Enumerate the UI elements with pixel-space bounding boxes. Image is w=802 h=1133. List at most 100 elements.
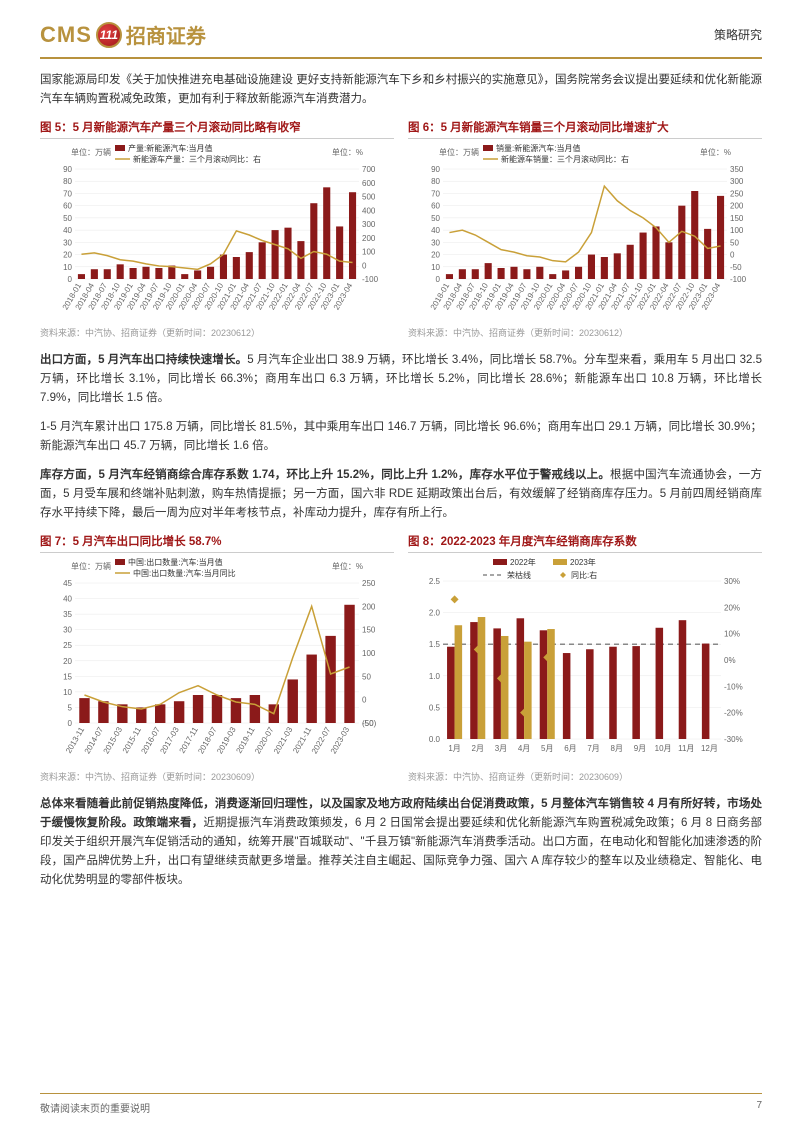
svg-text:-20%: -20% [724, 708, 743, 717]
chart8-box: 图 8：2022-2023 年月度汽车经销商库存系数 0.0 0.5 1.0 1.5 2… [408, 533, 762, 791]
header-category: 策略研究 [714, 26, 762, 43]
svg-text:2.0: 2.0 [429, 608, 441, 617]
svg-text:0: 0 [362, 261, 367, 270]
svg-text:单位：%: 单位：% [332, 561, 363, 571]
page-footer: 敬请阅读末页的重要说明 7 [40, 1093, 762, 1115]
svg-text:-100: -100 [362, 275, 379, 284]
svg-text:同比:右: 同比:右 [571, 570, 597, 580]
svg-text:250: 250 [362, 579, 376, 588]
svg-text:30: 30 [63, 625, 72, 634]
svg-text:7月: 7月 [587, 744, 599, 753]
chart7-box: 图 7：5 月汽车出口同比增长 58.7% 051015202530354045… [40, 533, 394, 791]
svg-text:40: 40 [63, 226, 72, 235]
chart7-source: 资料来源：中汽协、招商证券（更新时间：20230609） [40, 770, 394, 783]
svg-text:150: 150 [730, 214, 744, 223]
svg-text:10: 10 [63, 263, 72, 272]
svg-text:单位：%: 单位：% [700, 147, 731, 157]
svg-text:10%: 10% [724, 629, 740, 638]
chart6-box: 图 6：5 月新能源汽车销量三个月滚动同比增速扩大 01020304050607… [408, 119, 762, 347]
logo-cn-text: 招商证券 [126, 20, 206, 49]
svg-text:新能源车销量：三个月滚动同比：右: 新能源车销量：三个月滚动同比：右 [501, 154, 629, 164]
svg-text:-30%: -30% [724, 735, 743, 744]
svg-text:产量:新能源汽车:当月值: 产量:新能源汽车:当月值 [128, 143, 212, 153]
svg-text:中国:出口数量:汽车:当月同比: 中国:出口数量:汽车:当月同比 [133, 568, 236, 578]
svg-text:20: 20 [431, 250, 440, 259]
svg-text:40: 40 [431, 226, 440, 235]
svg-text:50: 50 [63, 214, 72, 223]
chart7-title: 图 7：5 月汽车出口同比增长 58.7% [40, 533, 394, 553]
svg-text:50: 50 [730, 238, 739, 247]
svg-text:2.5: 2.5 [429, 577, 441, 586]
svg-text:-50: -50 [730, 263, 742, 272]
svg-text:350: 350 [730, 165, 744, 174]
chart5-title: 图 5：5 月新能源汽车产量三个月滚动同比略有收窄 [40, 119, 394, 139]
svg-text:25: 25 [63, 641, 72, 650]
svg-text:0: 0 [68, 719, 73, 728]
svg-text:30%: 30% [724, 577, 740, 586]
svg-text:35: 35 [63, 610, 72, 619]
svg-text:600: 600 [362, 179, 376, 188]
svg-text:单位：万辆: 单位：万辆 [439, 147, 479, 157]
svg-text:销量:新能源汽车:当月值: 销量:新能源汽车:当月值 [496, 143, 580, 153]
chart6-title: 图 6：5 月新能源汽车销量三个月滚动同比增速扩大 [408, 119, 762, 139]
svg-text:300: 300 [730, 177, 744, 186]
chart8-title: 图 8：2022-2023 年月度汽车经销商库存系数 [408, 533, 762, 553]
svg-text:5: 5 [68, 703, 73, 712]
svg-text:50: 50 [431, 214, 440, 223]
svg-text:单位：万辆: 单位：万辆 [71, 147, 111, 157]
svg-text:30: 30 [63, 238, 72, 247]
svg-text:1月: 1月 [448, 744, 460, 753]
svg-text:60: 60 [431, 202, 440, 211]
paragraph-summary: 总体来看随着此前促销热度降低，消费逐渐回归理性，以及国家及地方政府陆续出台促消费… [40, 795, 762, 890]
svg-text:20: 20 [63, 656, 72, 665]
svg-text:40: 40 [63, 594, 72, 603]
svg-text:70: 70 [431, 189, 440, 198]
svg-text:(50): (50) [362, 719, 377, 728]
svg-text:1.5: 1.5 [429, 640, 441, 649]
svg-text:500: 500 [362, 192, 376, 201]
svg-text:11月: 11月 [678, 744, 694, 753]
chart5-box: 图 5：5 月新能源汽车产量三个月滚动同比略有收窄 01020304050607… [40, 119, 394, 347]
logo-cms-text: CMS [40, 22, 92, 48]
svg-text:单位：万辆: 单位：万辆 [71, 561, 111, 571]
svg-text:0.5: 0.5 [429, 703, 441, 712]
svg-text:2023年: 2023年 [570, 557, 596, 567]
para4-bold: 库存方面，5 月汽车经销商综合库存系数 1.74，环比上升 15.2%，同比上升… [40, 469, 610, 481]
svg-text:200: 200 [730, 202, 744, 211]
svg-text:0: 0 [68, 275, 73, 284]
svg-text:90: 90 [431, 165, 440, 174]
svg-text:10: 10 [431, 263, 440, 272]
svg-text:45: 45 [63, 579, 72, 588]
svg-text:5月: 5月 [541, 744, 553, 753]
svg-text:100: 100 [362, 247, 376, 256]
svg-text:80: 80 [63, 177, 72, 186]
svg-text:-10%: -10% [724, 682, 743, 691]
svg-text:1.0: 1.0 [429, 671, 441, 680]
svg-text:0%: 0% [724, 656, 736, 665]
svg-text:荣枯线: 荣枯线 [507, 570, 531, 580]
logo-block: CMS 111 招商证券 [40, 20, 206, 49]
svg-text:90: 90 [63, 165, 72, 174]
svg-text:300: 300 [362, 220, 376, 229]
svg-text:单位：%: 单位：% [332, 147, 363, 157]
svg-text:700: 700 [362, 165, 376, 174]
svg-text:150: 150 [362, 625, 376, 634]
chart6-source: 资料来源：中汽协、招商证券（更新时间：20230612） [408, 326, 762, 339]
svg-text:30: 30 [431, 238, 440, 247]
svg-text:0.0: 0.0 [429, 735, 441, 744]
svg-text:10月: 10月 [655, 744, 672, 753]
paragraph-inventory: 库存方面，5 月汽车经销商综合库存系数 1.74，环比上升 15.2%，同比上升… [40, 466, 762, 523]
svg-text:100: 100 [362, 649, 376, 658]
paragraph-intro: 国家能源局印发《关于加快推进充电基础设施建设 更好支持新能源汽车下乡和乡村振兴的… [40, 71, 762, 109]
logo-circle-icon: 111 [96, 22, 122, 48]
para2-bold: 出口方面，5 月汽车出口持续快速增长。 [40, 354, 247, 366]
svg-text:200: 200 [362, 602, 376, 611]
svg-text:250: 250 [730, 189, 744, 198]
chart5-source: 资料来源：中汽协、招商证券（更新时间：20230612） [40, 326, 394, 339]
svg-text:100: 100 [730, 226, 744, 235]
svg-text:-100: -100 [730, 275, 747, 284]
footer-disclaimer: 敬请阅读末页的重要说明 [40, 1100, 150, 1115]
charts-row-1: 图 5：5 月新能源汽车产量三个月滚动同比略有收窄 0 10 20 30 40 50 60 7… [40, 119, 762, 347]
svg-text:70: 70 [63, 189, 72, 198]
footer-page-number: 7 [756, 1100, 762, 1115]
